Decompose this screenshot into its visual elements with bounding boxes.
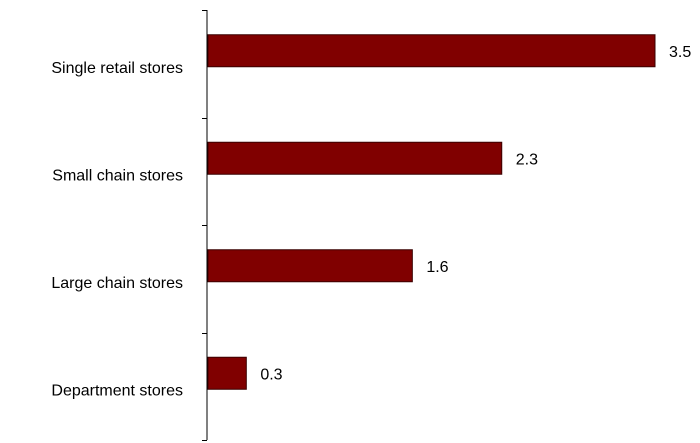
category-label: Large chain stores [51,275,183,292]
category-label: Small chain stores [52,167,183,184]
value-labels: 3.5 2.3 1.6 0.3 [260,44,691,384]
data-label: 2.3 [516,151,538,168]
category-label: Department stores [51,382,183,399]
category-label: Single retail stores [51,60,183,77]
data-label: 3.5 [669,44,691,61]
bar [207,34,656,68]
category-axis [202,10,208,441]
bars-group [207,34,656,390]
category-labels: Single retail stores Small chain stores La… [51,60,183,400]
data-label: 1.6 [426,259,448,276]
bar [207,249,413,283]
bar [207,141,503,175]
bar [207,356,247,390]
data-label: 0.3 [260,366,282,383]
